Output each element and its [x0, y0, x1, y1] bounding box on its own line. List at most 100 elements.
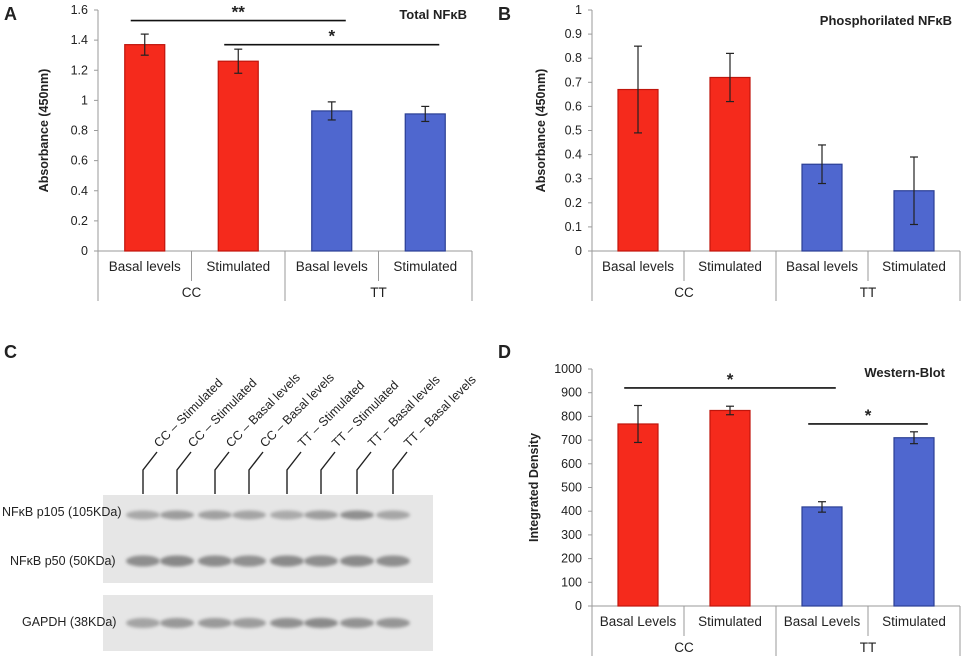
blot-lane-leader: [214, 451, 230, 494]
panel-letter-b: B: [498, 4, 511, 24]
chart-d-bar: [893, 437, 935, 607]
chart-a-y-tick-label: 1.2: [71, 63, 88, 77]
chart-d-y-tick-label: 700: [561, 433, 582, 447]
blot-lane-leader: [286, 451, 302, 494]
chart-b-y-tick-label: 0.3: [565, 172, 582, 186]
chart-a-title: Total NFκB: [399, 7, 467, 22]
chart-d-group-label: TT: [860, 640, 877, 655]
chart-b-y-tick-label: 0.2: [565, 196, 582, 210]
chart-b-category-label: Stimulated: [698, 259, 762, 274]
blot-band: [270, 510, 304, 520]
chart-b-y-tick-label: 1: [575, 3, 582, 17]
chart-a-group-label: TT: [370, 285, 387, 300]
chart-d-y-tick-label: 200: [561, 552, 582, 566]
blot-band: [376, 618, 410, 628]
blot-band: [340, 618, 374, 628]
chart-d-y-tick-label: 400: [561, 504, 582, 518]
chart-d-y-tick-label: 300: [561, 528, 582, 542]
panel-letter-d: D: [498, 342, 511, 362]
chart-a-y-tick-label: 0.6: [71, 154, 88, 168]
chart-a-ylabel: Absorbance (450nm): [37, 69, 51, 193]
chart-d-category-label: Basal Levels: [600, 614, 677, 629]
chart-b-y-tick-label: 0.8: [565, 51, 582, 65]
chart-a-y-tick-label: 1: [81, 93, 88, 107]
chart-d-title: Western-Blot: [864, 365, 945, 380]
chart-a-y-tick-label: 0: [81, 244, 88, 258]
blot-lane-leader: [356, 451, 372, 494]
chart-b-title: Phosphorilated NFκB: [820, 13, 952, 28]
chart-a-category-label: Basal levels: [109, 259, 181, 274]
blot-band: [376, 510, 410, 520]
blot-band: [304, 510, 338, 520]
band-label-p105: NFκB p105 (105KDa): [2, 505, 122, 519]
blot-band: [270, 618, 304, 628]
band-label-p50: NFκB p50 (50KDa): [10, 554, 116, 568]
chart-d-category-label: Stimulated: [698, 614, 762, 629]
chart-b-y-tick-label: 0.1: [565, 220, 582, 234]
blot-band: [304, 555, 338, 567]
blot-band: [232, 555, 266, 567]
chart-b-y-tick-label: 0: [575, 244, 582, 258]
chart-b-y-tick-label: 0.6: [565, 99, 582, 113]
chart-a-y-tick-label: 0.8: [71, 124, 88, 138]
blot-band: [232, 618, 266, 628]
chart-d-bar: [709, 409, 751, 607]
panel-letter-a: A: [4, 4, 17, 24]
band-label-gapdh: GAPDH (38KDa): [22, 615, 116, 629]
chart-b-category-label: Stimulated: [882, 259, 946, 274]
chart-a-category-label: Basal levels: [296, 259, 368, 274]
chart-b-y-tick-label: 0.4: [565, 148, 582, 162]
chart-d-group-label: CC: [674, 640, 694, 655]
chart-a-bar: [311, 110, 353, 252]
blot-lane-leader: [176, 451, 192, 494]
panel-letter-c: C: [4, 342, 17, 362]
chart-a-bar: [404, 113, 446, 252]
chart-a-y-tick-label: 1.4: [71, 33, 88, 47]
blot-lane-leader: [248, 451, 264, 494]
blot-band: [376, 555, 410, 567]
blot-band: [232, 510, 266, 520]
blot-band: [270, 555, 304, 567]
blot-band: [304, 618, 338, 628]
blot-band: [160, 618, 194, 628]
chart-d-y-tick-label: 900: [561, 386, 582, 400]
chart-d-western-blot-density: 0 100 200 300 400 500 600 700 800 900 1000 Basal Le…: [527, 362, 961, 656]
chart-d-significance-label: *: [727, 370, 734, 389]
chart-d-ylabel: Integrated Density: [527, 433, 541, 542]
chart-d-category-label: Stimulated: [882, 614, 946, 629]
chart-a-y-tick-label: 0.2: [71, 214, 88, 228]
chart-b-category-label: Basal levels: [602, 259, 674, 274]
chart-d-significance-label: *: [865, 406, 872, 425]
blot-band: [160, 510, 194, 520]
blot-lane-leader: [392, 451, 408, 494]
blot-membrane-top: [103, 495, 433, 583]
blot-bands: [126, 510, 410, 628]
chart-a-category-label: Stimulated: [206, 259, 270, 274]
chart-d-y-tick-label: 600: [561, 457, 582, 471]
chart-d-bar: [801, 506, 843, 607]
blot-band: [126, 510, 160, 520]
blot-lane-leader: [320, 451, 336, 494]
chart-a-y-tick-label: 0.4: [71, 184, 88, 198]
chart-d-y-tick-label: 800: [561, 409, 582, 423]
chart-a-significance-label: *: [328, 27, 335, 46]
blot-band: [126, 618, 160, 628]
blot-band: [340, 510, 374, 520]
chart-a-y-tick-label: 1.6: [71, 3, 88, 17]
chart-a-significance-label: **: [232, 3, 246, 22]
chart-d-y-tick-label: 100: [561, 575, 582, 589]
blot-band: [198, 618, 232, 628]
blot-band: [198, 510, 232, 520]
blot-band: [160, 555, 194, 567]
blot-lane-leader: [142, 451, 158, 494]
chart-d-y-tick-label: 1000: [554, 362, 582, 376]
chart-a-category-label: Stimulated: [393, 259, 457, 274]
chart-a-total-nfkb: 0 0.2 0.4 0.6 0.8 1 1.2 1.4 1.6 Basal levels Stimu…: [37, 3, 473, 301]
blot-band: [126, 555, 160, 567]
chart-d-category-label: Basal Levels: [784, 614, 861, 629]
chart-b-y-tick-label: 0.9: [565, 27, 582, 41]
chart-b-phosphorilated-nfkb: 0 0.1 0.2 0.3 0.4 0.5 0.6 0.7 0.8 0.9 1 Basal level…: [534, 3, 961, 301]
chart-d-y-tick-label: 0: [575, 599, 582, 613]
